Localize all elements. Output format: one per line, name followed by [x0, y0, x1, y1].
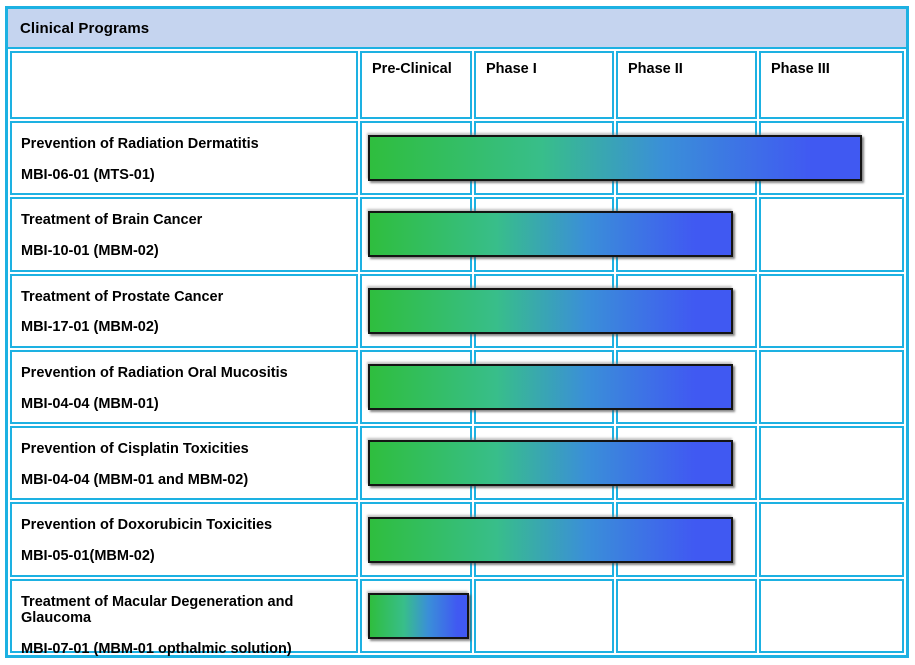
header-row: Pre-Clinical Phase I Phase II Phase III — [10, 51, 904, 119]
program-row: Prevention of Radiation Oral Mucositis M… — [10, 349, 904, 425]
phase-cells — [360, 578, 904, 653]
program-name: Prevention of Radiation Dermatitis — [21, 136, 259, 152]
pipeline-bar — [368, 440, 734, 487]
program-code: MBI-10-01 (MBM-02) — [21, 242, 159, 259]
program-name: Prevention of Doxorubicin Toxicities — [21, 517, 273, 534]
program-row: Treatment of Macular Degeneration and Gl… — [10, 578, 904, 657]
pipeline-bar — [368, 516, 734, 563]
header-phase-cells: Pre-Clinical Phase I Phase II Phase III — [360, 51, 904, 119]
chart-title-bar: Clinical Programs — [8, 9, 906, 49]
program-name: Treatment of Prostate Cancer — [21, 288, 224, 305]
column-header-phase3: Phase III — [759, 51, 904, 119]
phase-cell — [759, 197, 904, 272]
program-name: Treatment of Brain Cancer — [21, 212, 203, 229]
header-label-cell — [10, 51, 358, 119]
program-name: Prevention of Cisplatin Toxicities — [21, 441, 249, 458]
program-label-cell: Prevention of Cisplatin Toxicities MBI-0… — [10, 426, 358, 501]
clinical-programs-chart: Clinical Programs Pre-Clinical Phase I P… — [5, 6, 909, 658]
program-code: MBI-05-01(MBM-02) — [21, 548, 155, 565]
phase-cells — [360, 273, 904, 348]
pipeline-bar — [368, 363, 734, 410]
pipeline-bar — [368, 287, 734, 334]
program-code: MBI-17-01 (MBM-02) — [21, 319, 159, 336]
program-code: MBI-06-01 (MTS-01) — [21, 166, 155, 183]
program-label-cell: Prevention of Radiation Dermatitis MBI-0… — [10, 121, 358, 196]
program-label-cell: Prevention of Doxorubicin Toxicities MBI… — [10, 502, 358, 577]
phase-cell — [759, 273, 904, 348]
phase-cell — [759, 502, 904, 577]
phase-cell — [474, 578, 614, 653]
phase-cells — [360, 426, 904, 501]
pipeline-bar — [368, 135, 863, 182]
pipeline-bar — [368, 211, 734, 258]
column-header-preclinical: Pre-Clinical — [360, 51, 472, 119]
phase-cell — [759, 349, 904, 425]
pipeline-bar — [368, 592, 470, 639]
column-header-phase1: Phase I — [474, 51, 614, 119]
program-label-cell: Treatment of Brain Cancer MBI-10-01 (MBM… — [10, 197, 358, 272]
phase-cells — [360, 349, 904, 425]
phase-cells — [360, 197, 904, 272]
column-header-phase2: Phase II — [616, 51, 757, 119]
phase-cells — [360, 502, 904, 577]
program-label-cell: Treatment of Prostate Cancer MBI-17-01 (… — [10, 273, 358, 348]
program-label-cell: Treatment of Macular Degeneration and Gl… — [10, 578, 358, 657]
program-row: Treatment of Brain Cancer MBI-10-01 (MBM… — [10, 197, 904, 272]
program-label-cell: Prevention of Radiation Oral Mucositis M… — [10, 349, 358, 425]
program-row: Prevention of Doxorubicin Toxicities MBI… — [10, 502, 904, 577]
phase-cell — [759, 426, 904, 501]
chart-grid: Pre-Clinical Phase I Phase II Phase III … — [8, 49, 906, 657]
chart-title: Clinical Programs — [20, 19, 150, 37]
program-row: Treatment of Prostate Cancer MBI-17-01 (… — [10, 273, 904, 348]
program-code: MBI-04-04 (MBM-01) — [21, 395, 159, 412]
phase-cells — [360, 121, 904, 196]
program-name: Prevention of Radiation Oral Mucositis — [21, 364, 288, 381]
program-code: MBI-07-01 (MBM-01 opthalmic solution) — [21, 641, 292, 658]
program-row: Prevention of Cisplatin Toxicities MBI-0… — [10, 426, 904, 501]
program-row: Prevention of Radiation Dermatitis MBI-0… — [10, 121, 904, 196]
phase-cell — [616, 578, 757, 653]
phase-cell — [759, 578, 904, 653]
program-name: Treatment of Macular Degeneration and Gl… — [21, 593, 294, 627]
program-code: MBI-04-04 (MBM-01 and MBM-02) — [21, 471, 249, 488]
